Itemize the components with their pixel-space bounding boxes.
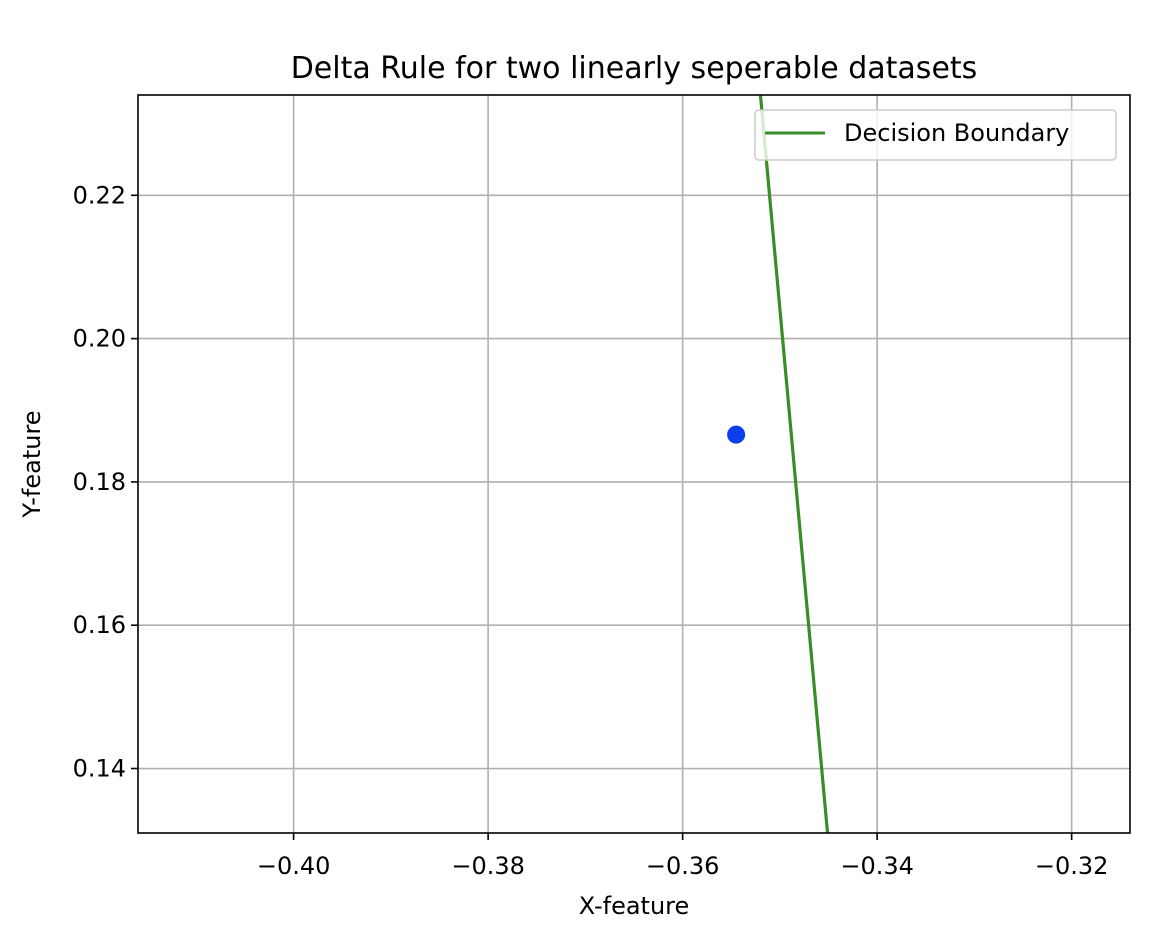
legend-box (754, 109, 1117, 161)
grid (138, 95, 1130, 833)
x-tick-label: −0.32 (1035, 852, 1109, 880)
x-tick-label: −0.34 (840, 852, 914, 880)
legend: Decision Boundary (754, 109, 1117, 161)
y-axis-label: Y-feature (18, 410, 46, 518)
x-tick-label: −0.38 (451, 852, 525, 880)
legend-label: Decision Boundary (844, 119, 1069, 147)
plot-area (727, 94, 830, 834)
plot-frame (137, 94, 1131, 834)
y-tick-label: 0.18 (73, 468, 126, 496)
y-tick-label: 0.20 (73, 325, 126, 353)
data-point (727, 425, 746, 444)
y-tick-label: 0.22 (73, 181, 126, 209)
x-tick-label: −0.40 (257, 852, 331, 880)
x-axis-label: X-feature (579, 892, 690, 920)
y-tick-label: 0.16 (73, 611, 126, 639)
decision-boundary-line (758, 94, 830, 834)
chart-title: Delta Rule for two linearly seperable da… (291, 51, 978, 86)
x-tick-label: −0.36 (646, 852, 720, 880)
y-tick-label: 0.14 (73, 755, 126, 783)
axes-ticks: −0.40 −0.38 −0.36 −0.34 −0.32 0.14 0.16 0.18 0.2… (73, 181, 1109, 880)
